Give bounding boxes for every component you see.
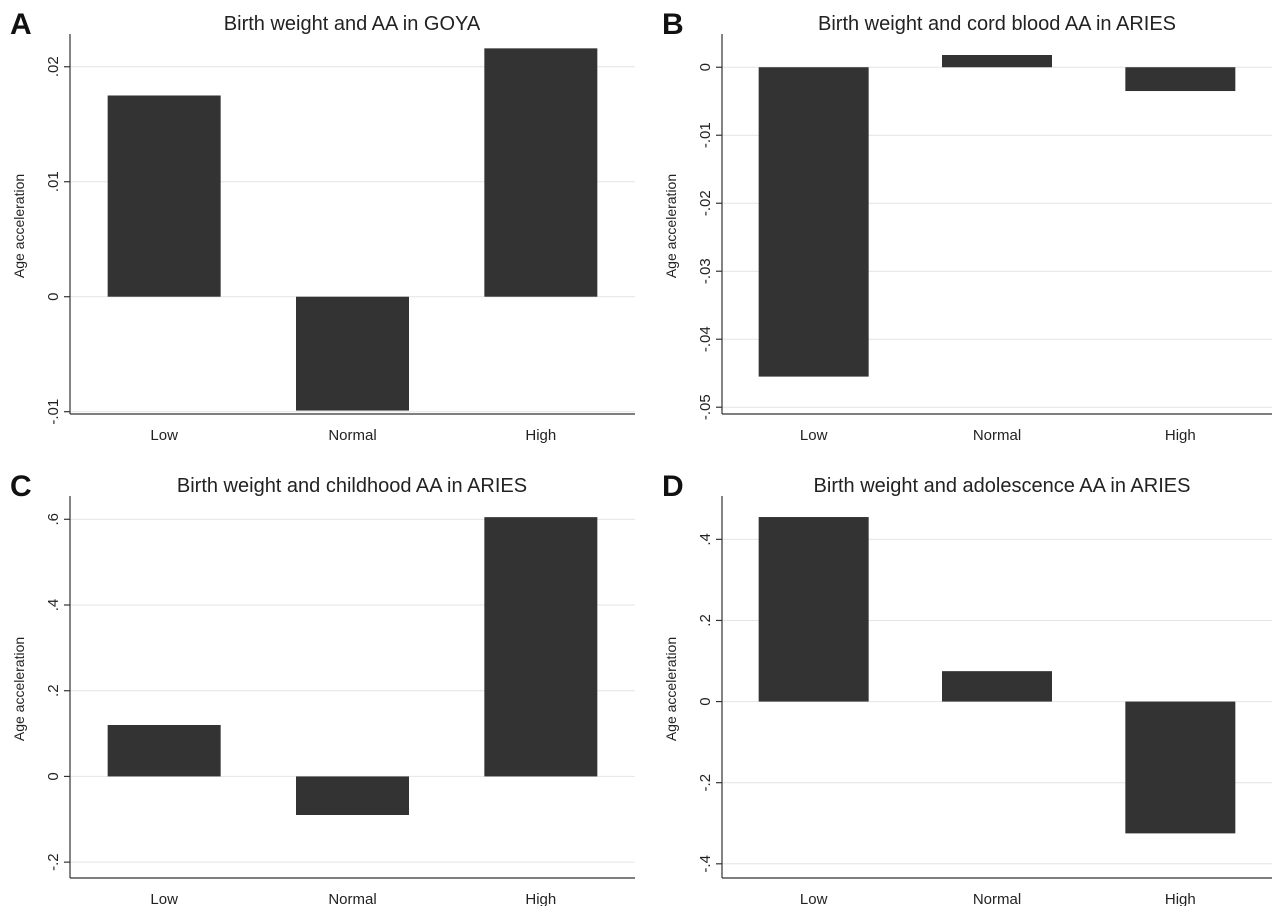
y-tick-label: -.2 [45,853,62,871]
y-tick-label: 0 [697,63,714,71]
y-tick-label: -.4 [697,855,714,873]
panel-letter: C [10,470,32,503]
y-axis-title: Age acceleration [663,174,679,278]
bar-high [484,517,598,777]
y-tick-label: .4 [697,533,714,546]
chart-panel-a: A Birth weight and AA in GOYA -.01 0 .01 .02 A… [10,8,635,444]
chart-title: Birth weight and AA in GOYA [224,13,481,35]
x-tick-label: Normal [328,427,376,444]
x-tick-label: Normal [328,891,376,906]
panel-letter: B [662,8,684,41]
y-tick-label: .2 [45,684,62,697]
y-tick-label: -.04 [697,326,714,352]
bar-normal [296,776,409,815]
y-tick-label: .6 [45,513,62,526]
y-tick-label: .01 [45,171,62,192]
y-tick-label: .02 [45,56,62,77]
chart-panel-d: D Birth weight and adolescence AA in ARIE… [662,470,1272,906]
x-tick-label: Low [800,427,828,444]
panel-letter: D [662,470,684,503]
x-tick-label: High [1165,891,1196,906]
panel-letter: A [10,8,32,41]
bar-low [758,517,869,702]
chart-title: Birth weight and adolescence AA in ARIES [814,475,1191,497]
bar-high [1125,67,1236,92]
y-tick-label: -.02 [697,190,714,216]
x-tick-label: High [1165,427,1196,444]
bar-low [107,95,221,297]
y-tick-label: -.03 [697,258,714,284]
x-tick-label: Low [150,891,178,906]
y-tick-label: .4 [45,599,62,612]
x-tick-label: High [525,427,556,444]
x-tick-label: High [525,891,556,906]
y-tick-label: .2 [697,614,714,627]
chart-panel-c: C Birth weight and childhood AA in ARIES -… [10,470,635,906]
bar-normal [942,671,1052,702]
chart-title: Birth weight and childhood AA in ARIES [177,475,527,497]
y-tick-label: -.01 [45,399,62,425]
y-tick-label: 0 [45,293,62,301]
bar-normal [296,296,409,411]
y-tick-label: -.2 [697,774,714,792]
bar-low [107,725,221,777]
chart-panel-b: B Birth weight and cord blood AA in ARIES… [662,8,1272,444]
y-tick-label: -.05 [697,394,714,420]
y-axis-title: Age acceleration [11,637,27,741]
y-tick-label: 0 [45,772,62,780]
bar-low [758,67,869,377]
y-tick-label: -.01 [697,122,714,148]
bar-high [484,48,598,297]
bar-high [1125,701,1236,834]
y-axis-title: Age acceleration [11,174,27,278]
bar-normal [942,54,1052,68]
y-axis-title: Age acceleration [663,637,679,741]
x-tick-label: Low [150,427,178,444]
x-tick-label: Low [800,891,828,906]
y-tick-label: 0 [697,697,714,705]
x-tick-label: Normal [973,891,1021,906]
chart-title: Birth weight and cord blood AA in ARIES [818,13,1176,35]
x-tick-label: Normal [973,427,1021,444]
